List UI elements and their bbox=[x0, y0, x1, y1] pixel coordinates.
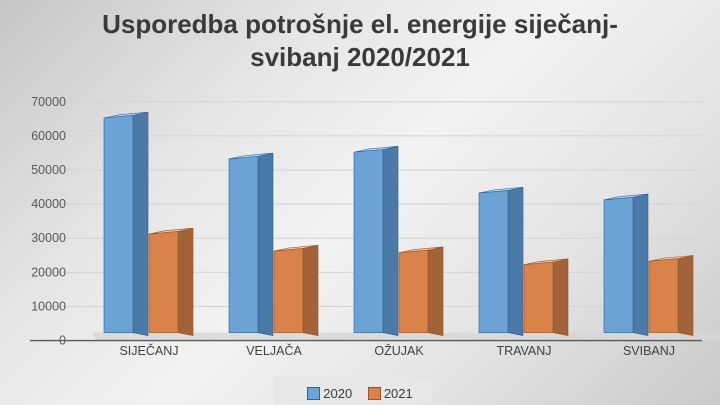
svg-text:40000: 40000 bbox=[31, 197, 66, 211]
svg-text:10000: 10000 bbox=[31, 299, 66, 313]
svg-text:60000: 60000 bbox=[31, 129, 66, 143]
svg-text:30000: 30000 bbox=[31, 231, 66, 245]
svg-text:SIJEČANJ: SIJEČANJ bbox=[119, 343, 178, 355]
svg-text:20000: 20000 bbox=[31, 265, 66, 279]
svg-text:VELJAČA: VELJAČA bbox=[246, 343, 302, 355]
svg-text:TRAVANJ: TRAVANJ bbox=[496, 344, 551, 355]
svg-text:SVIBANJ: SVIBANJ bbox=[623, 344, 675, 355]
svg-text:OŽUJAK: OŽUJAK bbox=[374, 343, 424, 355]
svg-text:50000: 50000 bbox=[31, 163, 66, 177]
svg-text:70000: 70000 bbox=[31, 95, 66, 109]
